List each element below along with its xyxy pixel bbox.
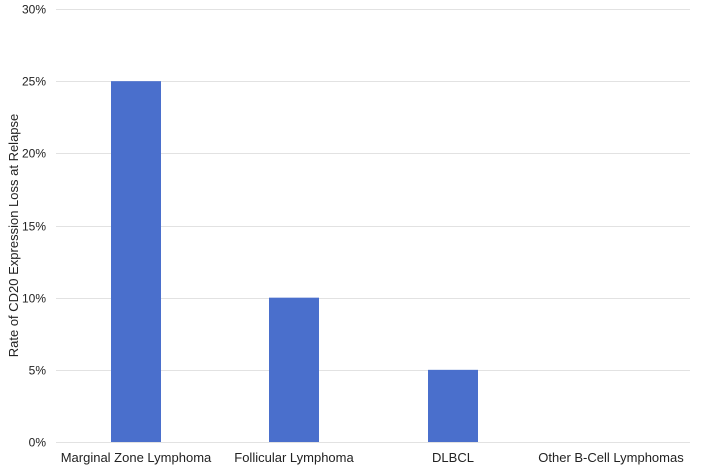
y-tick-label: 30% xyxy=(22,3,46,17)
x-category-label: Follicular Lymphoma xyxy=(234,450,354,465)
y-tick-label: 5% xyxy=(29,364,47,378)
bar-marginal-zone-lymphoma xyxy=(111,81,161,443)
bars xyxy=(111,81,478,443)
y-tick-label: 10% xyxy=(22,292,46,306)
x-category-label: Other B-Cell Lymphomas xyxy=(538,450,684,465)
x-category-label: Marginal Zone Lymphoma xyxy=(61,450,212,465)
y-tick-label: 15% xyxy=(22,220,46,234)
y-tick-label: 0% xyxy=(29,436,47,450)
y-axis-title: Rate of CD20 Expression Loss at Relapse xyxy=(6,114,21,358)
y-tick-label: 20% xyxy=(22,147,46,161)
bar-dlbcl xyxy=(428,369,478,442)
y-tick-label: 25% xyxy=(22,75,46,89)
bar-follicular-lymphoma xyxy=(269,297,319,442)
gridlines xyxy=(56,9,690,443)
x-axis-category-labels: Marginal Zone Lymphoma Follicular Lymphom… xyxy=(61,450,684,465)
x-category-label: DLBCL xyxy=(432,450,474,465)
y-axis-tick-labels: 0% 5% 10% 15% 20% 25% 30% xyxy=(22,3,46,450)
